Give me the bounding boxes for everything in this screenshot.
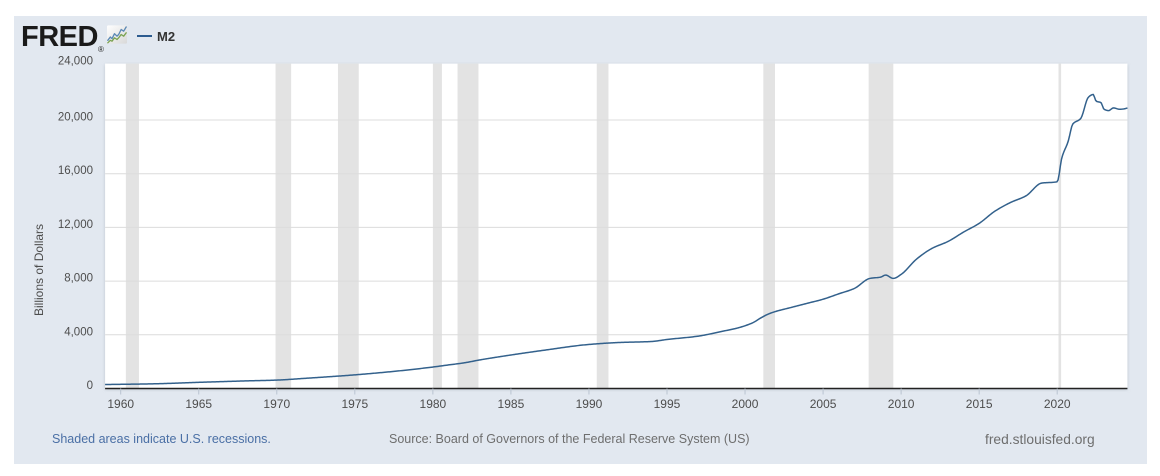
- svg-text:4,000: 4,000: [64, 326, 93, 338]
- svg-text:2000: 2000: [732, 397, 759, 411]
- svg-text:12,000: 12,000: [58, 219, 93, 231]
- svg-text:2020: 2020: [1044, 397, 1071, 411]
- svg-text:1990: 1990: [576, 397, 603, 411]
- svg-text:1960: 1960: [107, 397, 134, 411]
- svg-text:1985: 1985: [498, 397, 525, 411]
- svg-text:8,000: 8,000: [64, 273, 93, 285]
- svg-text:1965: 1965: [185, 397, 212, 411]
- svg-text:2015: 2015: [966, 397, 993, 411]
- svg-text:16,000: 16,000: [58, 165, 93, 177]
- svg-text:24,000: 24,000: [58, 56, 93, 68]
- svg-text:20,000: 20,000: [58, 112, 93, 124]
- svg-text:1975: 1975: [341, 397, 368, 411]
- svg-text:1995: 1995: [654, 397, 681, 411]
- svg-text:1980: 1980: [420, 397, 447, 411]
- svg-text:0: 0: [87, 380, 93, 392]
- svg-text:1970: 1970: [263, 397, 290, 411]
- svg-text:2010: 2010: [888, 397, 915, 411]
- svg-text:2005: 2005: [810, 397, 837, 411]
